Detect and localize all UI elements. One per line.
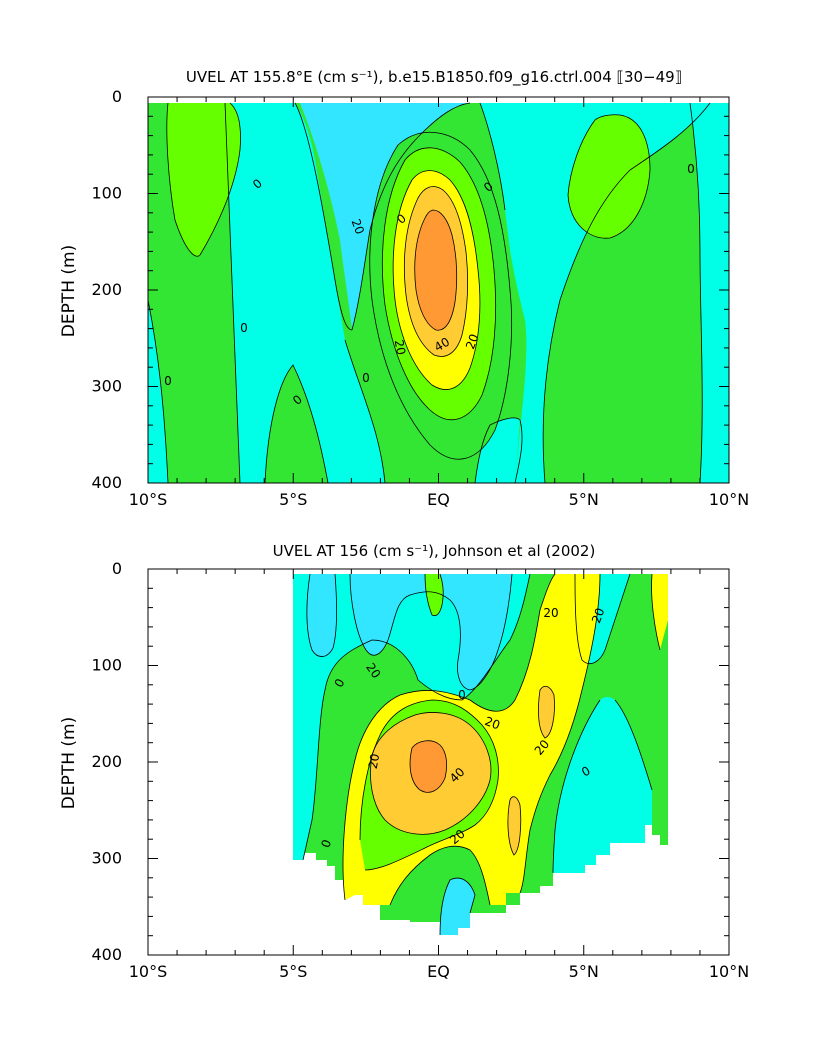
x-tick-label: 10°N [709, 490, 749, 509]
region-gold-lower [507, 796, 521, 855]
contour-lines-top [147, 102, 711, 484]
region-lime-left [166, 103, 241, 257]
contour-line [574, 573, 631, 664]
contour-line [651, 573, 661, 651]
contour-label: 0 [318, 838, 334, 850]
y-tick-label: 0 [112, 87, 122, 106]
contour-line [414, 209, 458, 331]
contour-line [552, 699, 601, 874]
contour-line [369, 131, 512, 460]
contour-label: 20 [543, 606, 558, 620]
contour-line [567, 114, 651, 239]
contour-label: 40 [432, 335, 452, 355]
y-axis-label-bottom: DEPTH (m) [59, 717, 79, 809]
contour-line [264, 364, 329, 484]
y-tick-label: 200 [91, 280, 122, 299]
y-tick-label: 400 [91, 945, 122, 964]
y-tick-label: 200 [91, 752, 122, 771]
contour-label: 0 [240, 321, 248, 335]
y-tick-label: 100 [91, 656, 122, 675]
contour-line [351, 102, 471, 331]
contour-line [439, 877, 476, 936]
contour-line [474, 417, 523, 484]
contour-label: 20 [349, 217, 367, 236]
x-tick-label: 5°S [279, 962, 307, 981]
x-tick-label: 5°N [569, 490, 599, 509]
region-aqua-right [553, 697, 652, 873]
contour-line [166, 102, 241, 257]
contour-line [392, 170, 481, 390]
x-tick-label: EQ [427, 962, 450, 981]
contour-label: 20 [589, 606, 607, 625]
x-tick-label: 10°N [709, 962, 749, 981]
contour-line [147, 299, 169, 484]
y-axis-label-top: DEPTH (m) [59, 245, 79, 337]
contour-line [689, 102, 703, 484]
contour-line [403, 186, 469, 357]
contour-line [344, 339, 386, 484]
contour-line [224, 102, 241, 484]
contour-line [538, 685, 555, 739]
y-tick-label: 100 [91, 184, 122, 203]
contour-line [342, 573, 556, 901]
contour-line [507, 796, 522, 856]
x-tick-label: 5°N [569, 962, 599, 981]
contour-line [381, 147, 497, 421]
region-aqua-right [480, 103, 710, 483]
y-tick-label: 400 [91, 473, 122, 492]
region-yellow-top-right [651, 574, 668, 650]
contour-line [359, 699, 499, 871]
y-tick-label: 300 [91, 377, 122, 396]
region-aqua-farright [690, 103, 729, 483]
contour-label: 20 [483, 714, 502, 732]
contour-line [294, 102, 353, 331]
x-tick-label: 10°S [129, 962, 168, 981]
contour-line [409, 740, 447, 793]
contour-label: 0 [362, 371, 370, 385]
contour-line [370, 712, 492, 835]
contour-label: 20 [392, 339, 408, 356]
contour-label: 20 [366, 753, 382, 770]
chart-title-top: UVEL AT 155.8°E (cm s⁻¹), b.e15.B1850.f0… [186, 68, 682, 87]
contour-line [519, 573, 601, 894]
contour-label: 20 [463, 332, 481, 351]
contour-label: 0 [458, 688, 466, 702]
contour-line [479, 102, 506, 211]
contour-label: 0 [687, 162, 695, 176]
contour-line [306, 573, 338, 657]
x-tick-label: EQ [427, 490, 450, 509]
region-orange-core [410, 740, 447, 793]
region-cyan-left [306, 574, 337, 657]
contour-label: 0 [164, 374, 172, 388]
region-cyan [300, 103, 470, 330]
contour-line [389, 845, 491, 906]
contour-line [614, 699, 653, 791]
contour-line [349, 573, 513, 691]
y-tick-label: 300 [91, 849, 122, 868]
region-orange-core [414, 210, 457, 331]
contour-fill-top [148, 103, 729, 483]
contour-fill-bottom [293, 574, 668, 935]
panel-bottom: UVEL AT 156 (cm s⁻¹), Johnson et al (200… [59, 542, 749, 981]
chart-title-bottom: UVEL AT 156 (cm s⁻¹), Johnson et al (200… [273, 542, 596, 560]
region-lime-top-1 [425, 574, 444, 616]
region-cyan-bottom [440, 878, 475, 935]
region-gold-right-strip [538, 686, 555, 738]
region-aqua-midleft [225, 103, 385, 483]
y-tick-label: 0 [112, 559, 122, 578]
x-tick-label: 10°S [129, 490, 168, 509]
region-cyan-left-2 [350, 574, 512, 690]
contour-lines-bottom [302, 573, 661, 936]
region-lime-right [568, 114, 650, 239]
contour-line [424, 573, 444, 617]
x-tick-label: 5°S [279, 490, 307, 509]
contour-line [302, 573, 531, 861]
region-aqua-left-stripe [293, 660, 305, 860]
contour-line [542, 102, 711, 484]
panel-top: UVEL AT 155.8°E (cm s⁻¹), b.e15.B1850.f0… [59, 68, 749, 509]
region-aqua-left [148, 103, 168, 483]
